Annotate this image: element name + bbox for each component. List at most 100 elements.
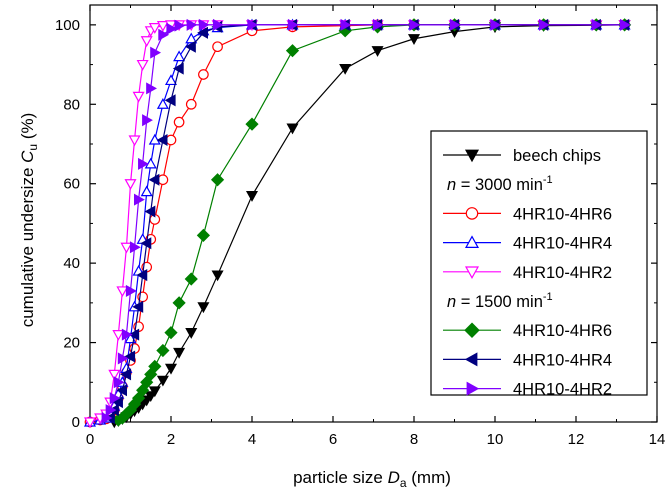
y-tick-label: 100 (55, 17, 80, 34)
data-point (371, 46, 384, 57)
data-point (339, 63, 352, 75)
data-point (172, 62, 184, 75)
data-point (117, 352, 129, 365)
data-point (211, 270, 224, 282)
legend-label: beech chips (513, 147, 601, 165)
data-point (210, 173, 225, 187)
data-point (490, 18, 502, 31)
plot-frame (89, 4, 658, 423)
data-point (144, 157, 157, 169)
data-point (105, 404, 117, 417)
legend-label: 4HR10-4HR6 (513, 322, 612, 340)
data-point (124, 179, 137, 190)
data-point (148, 173, 160, 186)
data-point (101, 412, 113, 425)
data-point (156, 21, 169, 32)
marker-triangle-down (464, 149, 480, 163)
data-point (197, 26, 208, 39)
data-point (186, 18, 198, 31)
data-point (174, 19, 186, 32)
data-point (158, 28, 170, 41)
marker-triangle-right (466, 381, 480, 396)
marker-triangle-down (464, 266, 480, 280)
data-point (164, 363, 178, 375)
data-point (150, 46, 162, 59)
data-point (173, 116, 185, 128)
data-point (140, 237, 152, 250)
data-point (109, 392, 121, 405)
data-point (116, 286, 129, 298)
x-tick-label: 4 (248, 431, 256, 448)
data-point (136, 59, 149, 71)
data-point (136, 269, 148, 282)
x-tick-label: 0 (86, 431, 94, 448)
data-point (128, 135, 141, 147)
legend-entry: 4HR10-4HR4 (443, 235, 612, 253)
data-point (113, 376, 125, 389)
data-point (132, 91, 145, 103)
data-point (140, 185, 153, 197)
legend-box (430, 130, 648, 396)
data-point (287, 18, 299, 31)
data-point (125, 284, 137, 297)
data-point (172, 296, 186, 310)
legend-entry: 4HR10-4HR6 (443, 322, 612, 340)
data-point (120, 242, 133, 254)
data-point (148, 23, 161, 34)
data-point (165, 134, 177, 146)
legend: beech chips n = 3000 min-1 4HR10-4HR6 4HR10… (430, 130, 648, 399)
data-point (120, 368, 132, 381)
data-point (164, 94, 176, 107)
data-point (185, 98, 197, 110)
x-axis-label: particle size Da (mm) (293, 468, 451, 490)
data-point (619, 18, 631, 31)
data-point (116, 384, 128, 397)
data-point (146, 82, 157, 95)
data-point (286, 123, 299, 135)
data-point (591, 18, 603, 31)
data-point (142, 114, 153, 127)
legend-label: 4HR10-4HR6 (513, 205, 612, 223)
series-layer (83, 18, 632, 429)
data-point (132, 300, 144, 313)
x-tick-label: 10 (487, 431, 504, 448)
legend-label: 4HR10-4HR2 (513, 381, 612, 399)
data-point (372, 18, 384, 31)
x-tick-label: 6 (329, 431, 337, 448)
tick-labels: 0 2 4 6 8 10 12 14 0 20 40 60 80 100 (55, 17, 665, 448)
data-point (148, 359, 162, 373)
y-tick-label: 20 (63, 335, 80, 352)
data-point (212, 41, 223, 53)
data-point (173, 50, 186, 62)
data-point (144, 205, 156, 218)
data-point (129, 241, 141, 254)
marker-triangle-up (464, 235, 480, 248)
legend-entry: 4HR10-4HR2 (443, 264, 612, 282)
data-point (124, 350, 136, 363)
data-point (134, 193, 145, 206)
data-point (409, 18, 421, 31)
data-point (185, 40, 196, 53)
data-point (128, 328, 140, 341)
legend-label: 4HR10-4HR4 (513, 235, 612, 253)
legend-entry: beech chips (443, 147, 601, 165)
y-tick-label: 0 (72, 414, 80, 431)
data-point (184, 272, 198, 286)
data-point (138, 157, 149, 170)
marker-circle (465, 207, 479, 220)
legend-group-header: n = 3000 min-1 (447, 174, 553, 194)
data-point (340, 18, 352, 31)
y-tick-label: 40 (63, 255, 80, 272)
data-point (212, 18, 224, 31)
data-point (157, 174, 169, 186)
data-point (185, 32, 198, 44)
y-axis-label: cumulative undersize Cu (%) (18, 113, 40, 328)
x-tick-label: 2 (167, 431, 175, 448)
legend-entry: 4HR10-4HR4 (443, 351, 612, 369)
data-point (148, 386, 161, 398)
data-point (112, 330, 125, 341)
data-point (538, 18, 550, 31)
data-point (121, 328, 133, 341)
data-point (196, 228, 210, 242)
